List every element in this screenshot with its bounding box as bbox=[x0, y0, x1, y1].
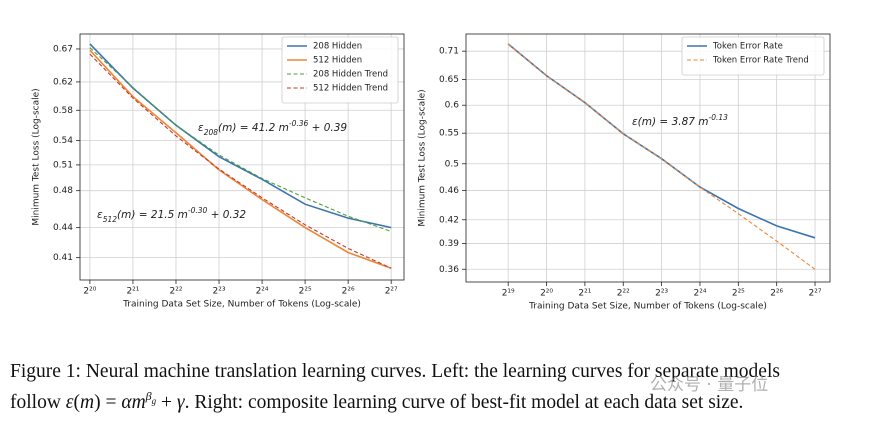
legend-label: 512 Hidden bbox=[313, 56, 362, 66]
x-tick-label: 2²⁴ bbox=[693, 289, 706, 299]
x-axis-label: Training Data Set Size, Number of Tokens… bbox=[528, 302, 767, 312]
series-line bbox=[89, 49, 392, 269]
y-tick-label: 0.41 bbox=[53, 253, 73, 263]
legend-label: 512 Hidden Trend bbox=[313, 84, 388, 94]
series-line bbox=[89, 47, 392, 233]
annotation-part: -0.36 bbox=[289, 119, 309, 128]
legend-box bbox=[681, 36, 825, 76]
plot-frame bbox=[79, 33, 405, 281]
x-tick-label: 2²¹ bbox=[126, 287, 139, 297]
caption-text: ( bbox=[73, 392, 80, 413]
series-line bbox=[507, 43, 816, 270]
y-tick-label: 0.42 bbox=[439, 215, 459, 225]
x-tick-label: 2²⁷ bbox=[385, 287, 398, 297]
x-tick-label: 2²² bbox=[617, 289, 630, 299]
caption-text: + bbox=[156, 392, 177, 413]
caption-text: ε bbox=[65, 392, 74, 413]
watermark: 公众号 · 量子位 bbox=[650, 375, 769, 395]
y-tick-label: 0.39 bbox=[439, 239, 459, 249]
annotation-part: ε(m) = 3.87 m bbox=[632, 116, 709, 128]
annotation-part: + 0.32 bbox=[207, 209, 246, 221]
legend-label: Token Error Rate Trend bbox=[712, 56, 809, 66]
y-tick-label: 0.62 bbox=[53, 77, 73, 87]
y-tick-label: 0.48 bbox=[53, 186, 73, 196]
annotation-part: -0.13 bbox=[709, 113, 729, 122]
annotation: ε(m) = 3.87 m-0.13 bbox=[632, 113, 728, 129]
figure: 2²⁰ 2²¹ 2²² 2²³ 2²⁴ 2²⁵ 2²⁶ 2²⁷ 0.41 0.44 0.48 0.51… bbox=[32, 33, 831, 312]
x-tick-label: 2²¹ bbox=[578, 289, 591, 299]
x-tick-label: 2²⁵ bbox=[299, 287, 312, 297]
x-tick-label: 2²⁴ bbox=[256, 287, 269, 297]
annotation-part: (m) = 21.5 m bbox=[117, 209, 188, 221]
legend: Token Error Rate Token Error Rate Trend bbox=[681, 36, 825, 76]
annotation-part: 512 bbox=[103, 215, 118, 224]
caption-text: Figure 1: Neural machine translation lea… bbox=[10, 361, 780, 382]
caption-text: γ bbox=[176, 392, 185, 413]
x-tick-label: 2²⁶ bbox=[342, 287, 355, 297]
caption-text: follow bbox=[10, 392, 66, 413]
annotation-part: ε bbox=[198, 122, 204, 134]
y-tick-label: 0.65 bbox=[439, 75, 459, 85]
caption-line: follow ε(m) = αmβg + γ. Right: composite… bbox=[10, 384, 885, 415]
x-tick-label: 2²³ bbox=[655, 289, 668, 299]
annotation-part: -0.30 bbox=[188, 206, 208, 215]
x-tick-label: 2²⁰ bbox=[540, 289, 553, 299]
y-tick-label: 0.54 bbox=[53, 136, 73, 146]
annotation: ε208(m) = 41.2 m-0.36 + 0.39 bbox=[198, 119, 347, 137]
y-tick-label: 0.67 bbox=[53, 44, 73, 54]
annotation-part: 208 bbox=[204, 128, 219, 137]
legend-label: Token Error Rate bbox=[712, 42, 783, 52]
legend: 208 Hidden 512 Hidden 208 Hidden Trend 512 … bbox=[281, 36, 399, 104]
annotation-part: ε bbox=[97, 209, 103, 221]
legend-box bbox=[281, 36, 399, 104]
caption-text: g bbox=[151, 396, 157, 406]
y-tick-label: 0.44 bbox=[53, 223, 73, 233]
y-axis-label: Minimum Test Loss (Log-scale) bbox=[32, 88, 42, 225]
legend-label: 208 Hidden Trend bbox=[313, 70, 388, 80]
x-axis-label: Training Data Set Size, Number of Tokens… bbox=[122, 300, 361, 310]
y-tick-label: 0.58 bbox=[53, 106, 73, 116]
x-tick-label: 2²³ bbox=[213, 287, 226, 297]
annotation-part: + 0.39 bbox=[308, 122, 347, 134]
x-tick-label: 2²⁷ bbox=[809, 289, 822, 299]
caption-text: ) = bbox=[94, 392, 122, 413]
caption-text: αm bbox=[121, 392, 146, 413]
y-tick-label: 0.36 bbox=[439, 265, 459, 275]
caption: Figure 1: Neural machine translation lea… bbox=[10, 360, 885, 415]
x-tick-label: 2²⁰ bbox=[83, 287, 96, 297]
y-tick-label: 0.71 bbox=[439, 47, 459, 57]
caption-text: m bbox=[79, 392, 95, 413]
y-tick-label: 0.5 bbox=[445, 159, 459, 169]
y-tick-label: 0.6 bbox=[445, 101, 460, 111]
x-tick-label: 2²² bbox=[170, 287, 183, 297]
plot-frame bbox=[465, 33, 831, 283]
caption-line: Figure 1: Neural machine translation lea… bbox=[10, 360, 885, 384]
annotation-part: (m) = 41.2 m bbox=[218, 122, 289, 134]
y-tick-label: 0.51 bbox=[53, 160, 73, 170]
legend-label: 208 Hidden bbox=[313, 42, 362, 52]
y-axis-label: Minimum Test Loss (Log-scale) bbox=[418, 89, 428, 226]
caption-text: β bbox=[145, 389, 152, 403]
y-tick-label: 0.46 bbox=[439, 186, 459, 196]
caption-text: . Right: composite learning curve of bes… bbox=[184, 392, 744, 413]
x-tick-label: 2²⁶ bbox=[770, 289, 783, 299]
y-tick-label: 0.55 bbox=[439, 129, 459, 139]
x-tick-label: 2²⁵ bbox=[732, 289, 745, 299]
x-tick-label: 2¹⁹ bbox=[502, 289, 515, 299]
annotation: ε512(m) = 21.5 m-0.30 + 0.32 bbox=[97, 206, 246, 224]
